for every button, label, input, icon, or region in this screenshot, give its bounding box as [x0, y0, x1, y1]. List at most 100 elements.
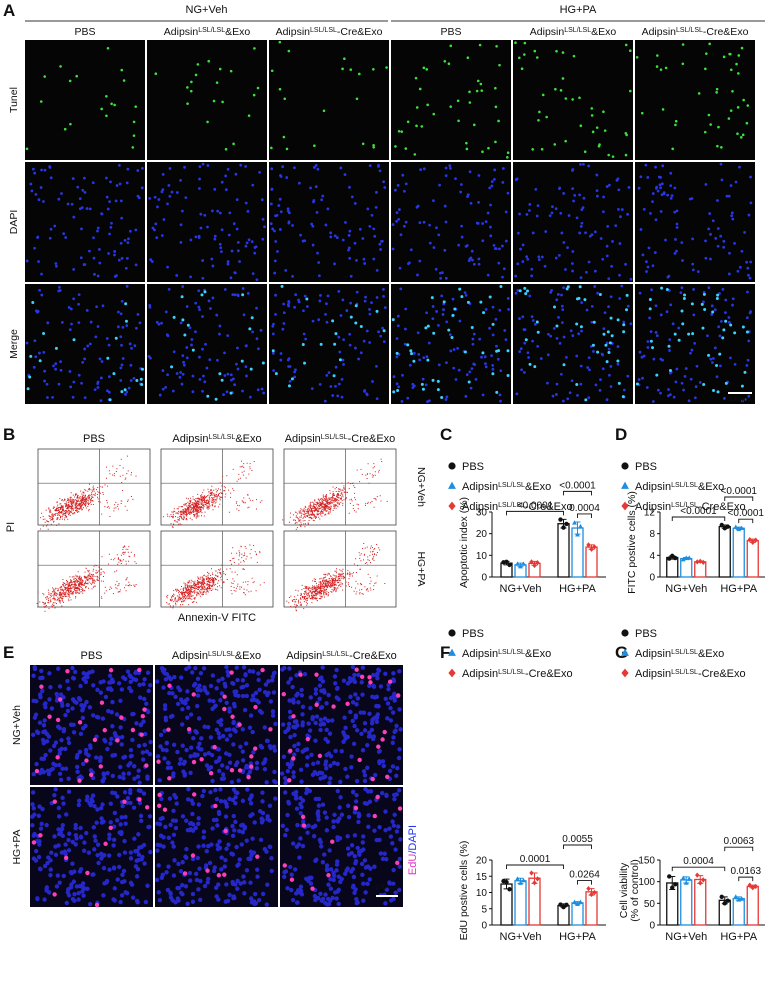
axis-label: Annexin-V FITC: [178, 612, 256, 624]
data-point: [535, 560, 540, 566]
label-tail: -Cre&Exo: [349, 650, 397, 662]
data-point: [683, 880, 689, 885]
data-point: [532, 880, 537, 886]
label-tail: -Cre&Exo: [525, 501, 573, 513]
column-label: AdipsinLSL/LSL-Cre&Exo: [276, 26, 383, 38]
row-label: HG+PA: [415, 551, 427, 586]
legend-marker: [621, 648, 629, 656]
data-point: [739, 525, 745, 531]
legend-label: AdipsinLSL/LSL-Cre&Exo: [462, 668, 573, 680]
data-point: [515, 876, 520, 881]
data-point: [521, 877, 526, 883]
legend-marker: [448, 629, 456, 637]
significance-bracket: [577, 880, 592, 885]
data-point: [564, 521, 569, 527]
label-main: Adipsin: [462, 668, 498, 680]
flow-plot: [37, 448, 151, 526]
cells: [154, 787, 278, 907]
y-tick-label: 150: [638, 856, 655, 867]
cells: [279, 664, 403, 786]
data-point: [558, 902, 563, 907]
label-main: PBS: [440, 26, 461, 38]
y-tick-label: 20: [476, 856, 488, 867]
label-main: Adipsin: [172, 433, 208, 445]
stain-edu: EdU: [407, 854, 419, 875]
label-sup: LSL/LSL: [671, 502, 698, 509]
y-tick-label: 30: [476, 508, 488, 519]
y-tick-label: 0: [481, 921, 487, 932]
p-value: 0.0063: [723, 836, 754, 847]
p-value: <0.0001: [680, 506, 717, 517]
legend-marker: [621, 481, 629, 489]
x-tick-label: HG+PA: [559, 583, 596, 595]
micrograph: [147, 40, 267, 160]
data-point: [667, 556, 672, 561]
data-point: [695, 559, 700, 565]
events: [36, 564, 105, 612]
x-tick-label: HG+PA: [559, 931, 596, 943]
micrograph: [513, 162, 633, 282]
label-sup: LSL/LSL: [208, 434, 235, 441]
legend-marker: [621, 462, 629, 470]
axis-label: PI: [5, 522, 17, 532]
condition-label: HG+PA: [560, 4, 597, 16]
significance-bracket: [506, 510, 564, 516]
data-point: [504, 879, 509, 885]
row-label: HG+PA: [11, 829, 23, 864]
label-main: Adipsin: [172, 650, 208, 662]
p-value: 0.0001: [520, 854, 551, 865]
label-main: Adipsin: [462, 501, 498, 513]
cells: [514, 41, 632, 158]
label-sup: LSL/LSL: [498, 482, 525, 489]
data-point: [739, 896, 745, 901]
bar: [694, 878, 707, 926]
label-main: Adipsin: [462, 648, 498, 660]
p-value: 0.0264: [569, 870, 600, 881]
data-point: [575, 532, 580, 537]
significance-bracket: [577, 513, 592, 518]
y-tick-label: 4: [649, 551, 655, 562]
x-tick-label: NG+Veh: [500, 931, 542, 943]
micrograph: [635, 40, 755, 160]
p-value: 0.0004: [569, 503, 600, 514]
y-tick-label: 50: [644, 899, 656, 910]
label-main: PBS: [635, 628, 657, 640]
legend-marker: [448, 668, 456, 678]
label-main: PBS: [462, 628, 484, 640]
legend-marker: [621, 629, 629, 637]
p-value: <0.0001: [517, 500, 554, 511]
data-point: [507, 562, 512, 568]
flow-plot: [283, 530, 397, 608]
legend-marker: [448, 462, 456, 470]
data-point: [535, 876, 540, 882]
data-point: [686, 555, 692, 560]
data-point: [586, 542, 591, 548]
y-axis-label: Cell viability: [618, 862, 630, 918]
label-main: PBS: [635, 461, 657, 473]
row-label: DAPI: [8, 210, 20, 235]
y-tick-label: 20: [476, 529, 488, 540]
label-tail: -Cre&Exo: [698, 668, 746, 680]
data-point: [529, 870, 534, 876]
column-label: AdipsinLSL/LSL&Exo: [164, 26, 251, 38]
significance-bracket: [671, 866, 726, 872]
legend-label: AdipsinLSL/LSL-Cre&Exo: [635, 668, 746, 680]
label-sup: LSL/LSL: [198, 27, 225, 34]
bar: [571, 902, 584, 926]
cells: [637, 286, 752, 403]
data-point: [586, 885, 591, 892]
legend-marker: [621, 668, 629, 678]
data-point: [518, 880, 523, 885]
y-axis-label: EdU postive cells (%): [458, 841, 470, 941]
legend-label: PBS: [635, 461, 657, 473]
data-point: [670, 885, 675, 890]
data-point: [589, 891, 594, 898]
data-point: [725, 524, 730, 529]
events: [101, 545, 137, 573]
x-tick-label: NG+Veh: [665, 931, 707, 943]
label-main: Adipsin: [276, 26, 311, 38]
column-label: PBS: [440, 26, 461, 38]
y-tick-label: 5: [481, 904, 487, 915]
label-tail: &Exo: [235, 650, 261, 662]
bar: [694, 561, 707, 578]
